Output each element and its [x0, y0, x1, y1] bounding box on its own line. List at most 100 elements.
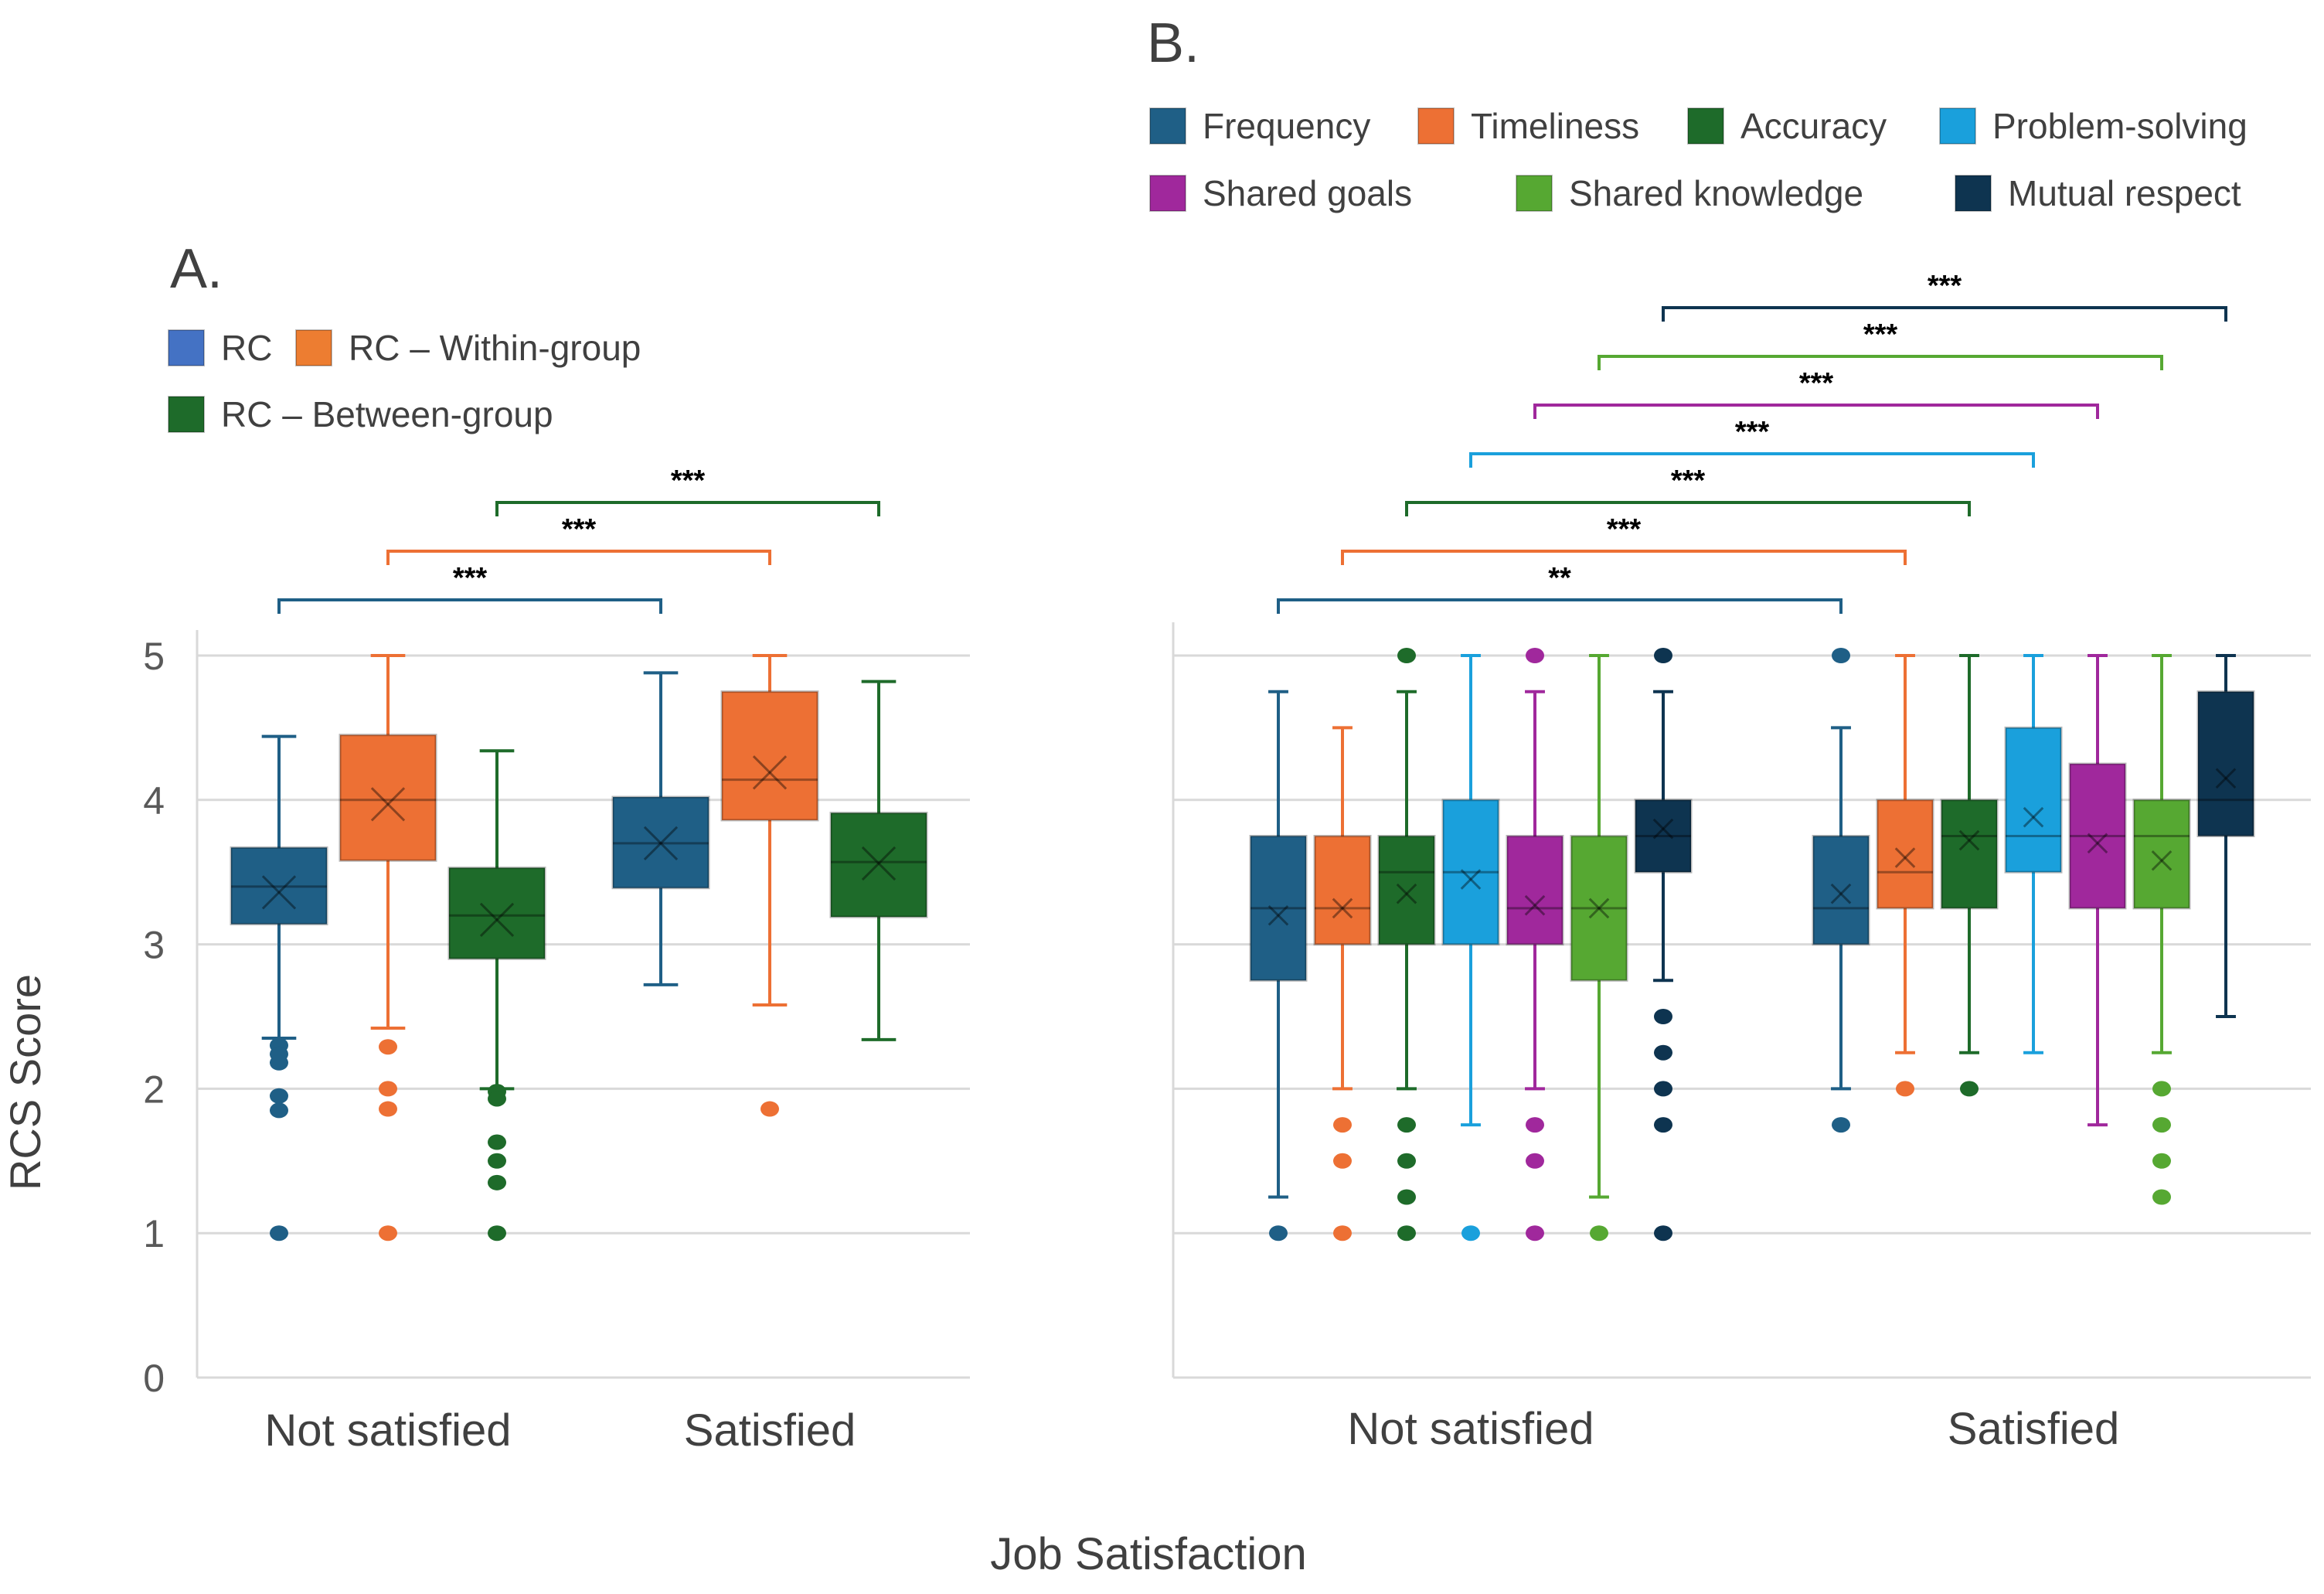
mean-marker [2023, 806, 2044, 828]
legend-item-shared-knowledge: Shared knowledge [1516, 173, 1863, 213]
legend-item-mutual-respect: Mutual respect [1955, 173, 2241, 213]
box-rc-between-group-satisfied [829, 679, 928, 1041]
legend-item-rc-between-group: RC – Between-group [168, 394, 553, 434]
bracket-line [1662, 306, 2227, 322]
bracket-line [495, 501, 880, 516]
mean-marker [2215, 768, 2237, 789]
legend-swatch [295, 329, 332, 366]
outlier-point [488, 1225, 506, 1241]
outlier-point [488, 1153, 506, 1169]
outlier-point [270, 1088, 288, 1104]
mean-marker [261, 875, 297, 910]
outlier-point [379, 1081, 397, 1097]
outlier-point [1526, 1117, 1544, 1133]
outlier-point [1896, 1081, 1914, 1097]
outlier-point [1333, 1117, 1352, 1133]
box-frequency-not-satisfied [1249, 690, 1308, 1241]
mean-marker [1894, 847, 1916, 868]
box-rc-between-group-not-satisfied [447, 749, 546, 1241]
mean-marker [1267, 904, 1289, 926]
outlier-point [1397, 648, 1416, 663]
significance-label: *** [671, 465, 706, 497]
mean-marker [1332, 897, 1353, 919]
y-tick-label: 4 [143, 779, 165, 823]
mean-marker [1524, 894, 1546, 916]
mean-marker [370, 787, 406, 822]
outlier-point [1654, 1044, 1672, 1061]
box-body [1441, 799, 1500, 946]
box-timeliness-not-satisfied [1313, 726, 1372, 1241]
significance-bracket-rc-within-group: *** [386, 513, 771, 565]
mean-marker [479, 902, 515, 937]
outlier-point [2152, 1189, 2171, 1205]
significance-label: ** [1548, 562, 1571, 594]
outlier-point [379, 1225, 397, 1241]
box-body [1506, 835, 1564, 946]
mean-marker [1652, 818, 1674, 840]
mean-marker [861, 846, 897, 881]
box-mutual-respect-not-satisfied [1634, 648, 1693, 1241]
significance-label: *** [1735, 416, 1770, 448]
mean-marker [261, 875, 297, 910]
box-frequency-satisfied [1812, 648, 1870, 1133]
legend-item-timeliness: Timeliness [1417, 106, 1639, 146]
mean-marker [2151, 850, 2173, 871]
x-axis-label: Job Satisfaction [990, 1529, 1306, 1579]
mean-marker [752, 755, 788, 790]
mean-marker [1396, 883, 1417, 904]
significance-bracket-problem-solving: *** [1469, 416, 2035, 468]
outlier-point [1832, 1117, 1850, 1133]
outlier-point [2152, 1117, 2171, 1133]
bracket-line [1405, 501, 1971, 516]
outlier-point [1333, 1225, 1352, 1241]
box-body [1313, 835, 1372, 946]
significance-label: *** [1863, 318, 1898, 351]
x-category-label: Satisfied [1948, 1404, 2119, 1454]
box-body [230, 846, 328, 925]
box-accuracy-satisfied [1940, 654, 1999, 1097]
mean-marker [2023, 806, 2044, 828]
panel-label: A. [170, 238, 223, 300]
outlier-point [488, 1134, 506, 1150]
significance-label: *** [562, 513, 597, 546]
outlier-point [1526, 1153, 1544, 1169]
mean-marker [643, 826, 679, 860]
box-shared-knowledge-not-satisfied [1570, 654, 1628, 1241]
legend-item-rc: RC [168, 328, 272, 368]
outlier-point [270, 1225, 288, 1241]
significance-label: *** [1799, 367, 1834, 400]
significance-bracket-rc-between-group: *** [495, 465, 880, 516]
box-shared-goals-satisfied [2068, 654, 2127, 1127]
box-body [2068, 762, 2127, 910]
legend-swatch [1149, 107, 1186, 145]
legend-swatch [1955, 175, 1992, 212]
significance-label: *** [1928, 270, 1962, 302]
outlier-point [1397, 1117, 1416, 1133]
outlier-point [379, 1039, 397, 1055]
box-body [2196, 690, 2255, 838]
outlier-point [1654, 1117, 1672, 1133]
significance-label: *** [1671, 465, 1706, 497]
bracket-line [1341, 550, 1907, 565]
box-body [2132, 799, 2191, 910]
mean-marker [1588, 897, 1610, 919]
significance-bracket-shared-goals: *** [1533, 367, 2099, 419]
outlier-point [1397, 1153, 1416, 1169]
legend-label: RC – Between-group [221, 394, 553, 434]
x-category-label: Not satisfied [264, 1405, 511, 1456]
box-rc-within-group-not-satisfied [339, 654, 437, 1241]
bracket-line [1533, 404, 2099, 419]
y-tick-label: 0 [143, 1357, 165, 1400]
legend-label: Timeliness [1471, 106, 1639, 146]
box-body [2004, 726, 2063, 874]
panel-a: A. RC RC – Within-group RC – Between-group 0… [143, 238, 970, 1456]
legend-label: RC – Within-group [349, 328, 641, 368]
box-body [1812, 835, 1870, 946]
significance-bracket-timeliness: *** [1341, 513, 1907, 565]
box-accuracy-not-satisfied [1377, 648, 1436, 1241]
box-body [1377, 835, 1436, 946]
mean-marker [1958, 829, 1980, 851]
legend-swatch [168, 329, 205, 366]
legend-swatch [1687, 107, 1724, 145]
box-rc-within-group-satisfied [720, 654, 819, 1117]
